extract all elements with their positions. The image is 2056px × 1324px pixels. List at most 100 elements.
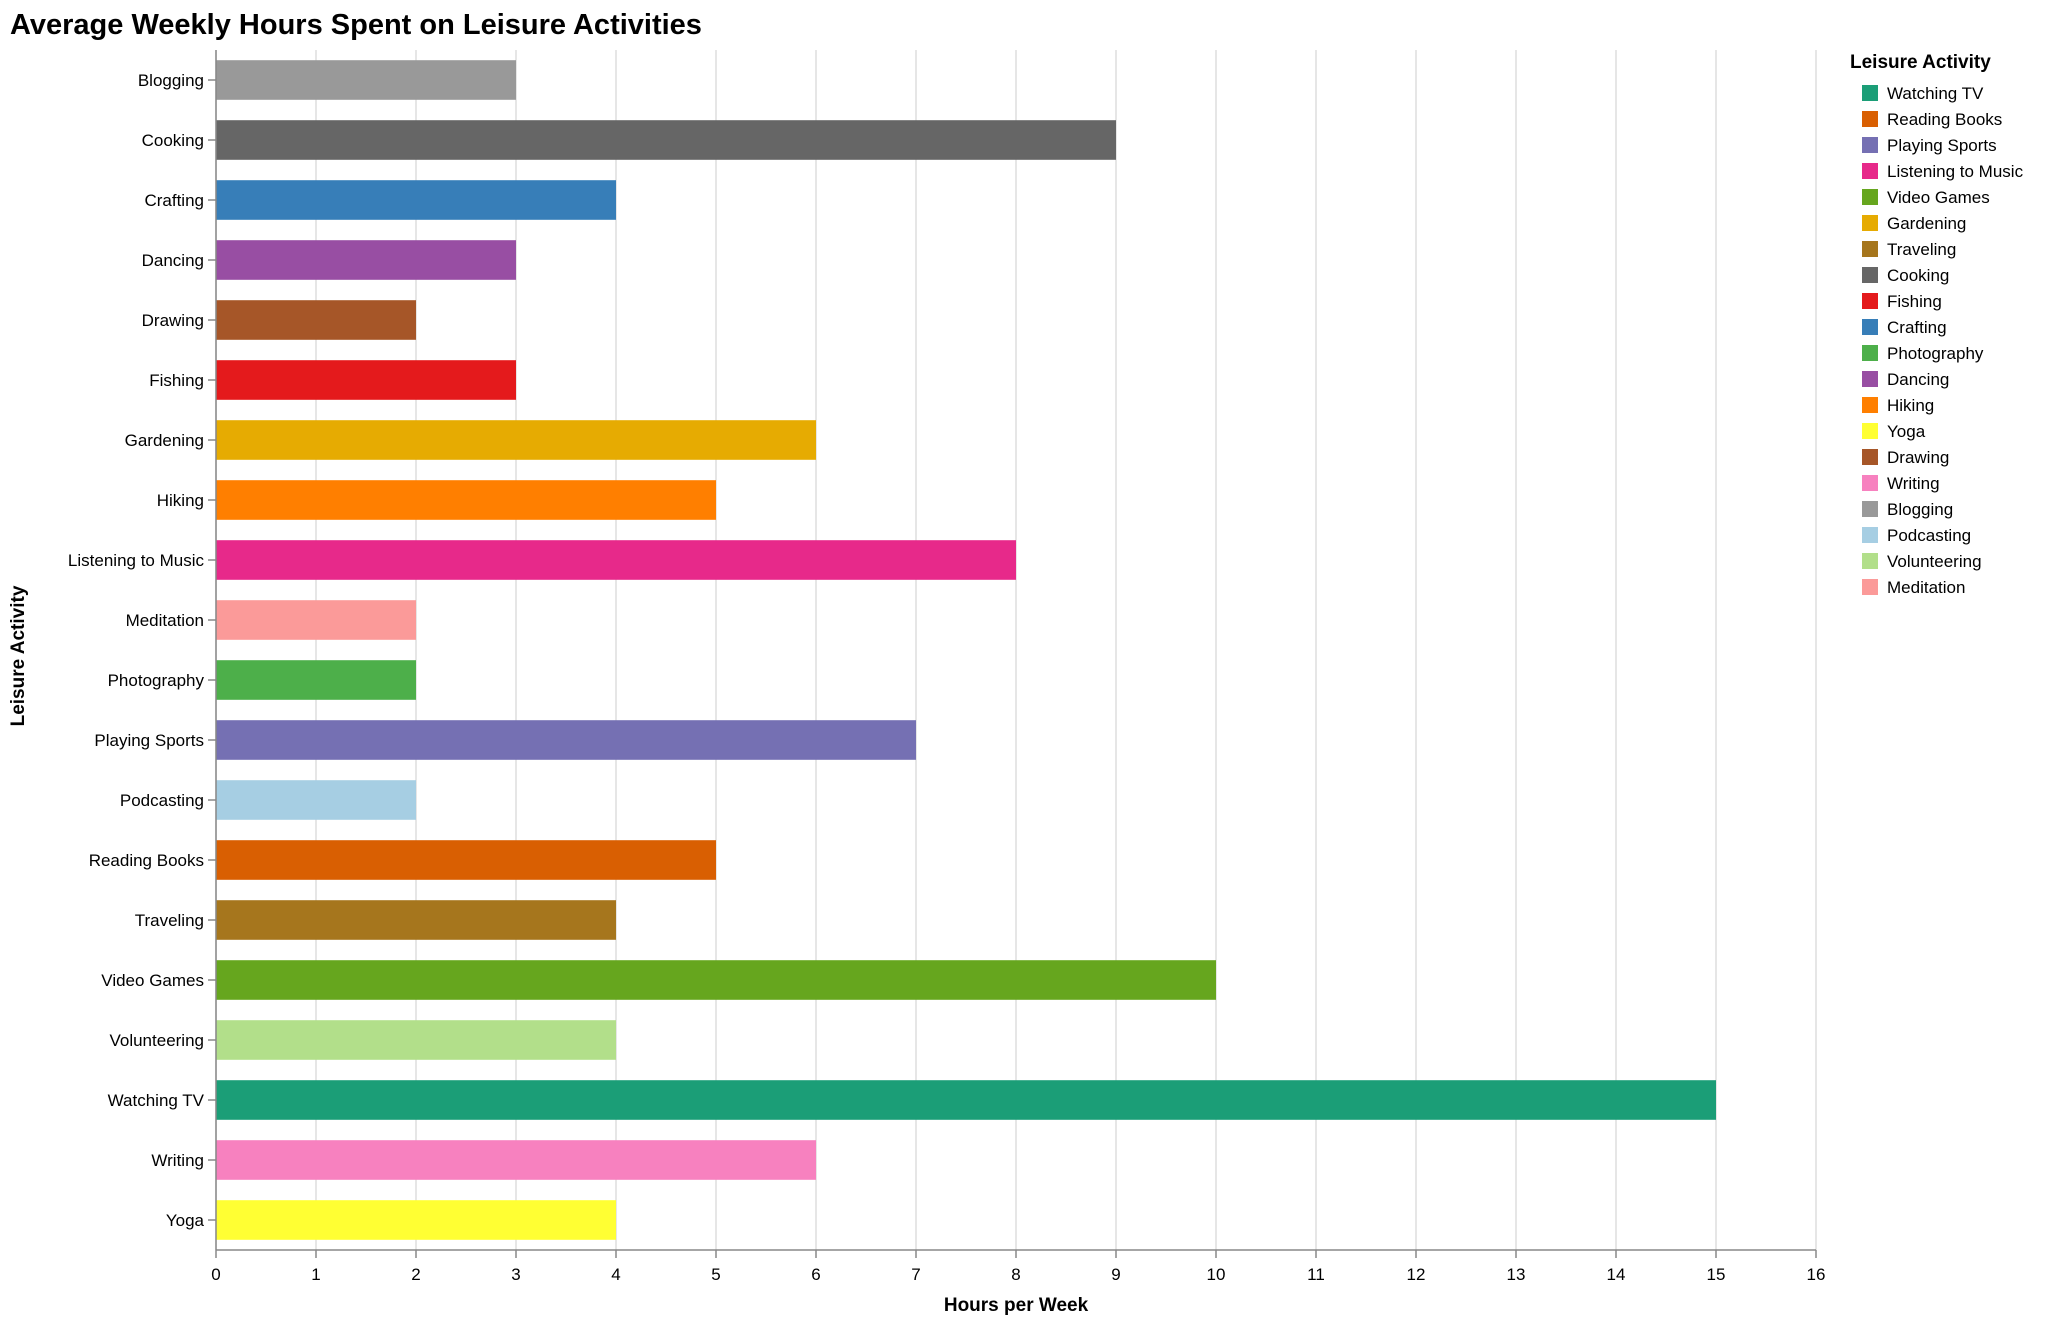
y-tick-label: Listening to Music bbox=[68, 551, 205, 570]
legend-title: Leisure Activity bbox=[1850, 52, 1991, 73]
legend-item: Dancing bbox=[1862, 370, 1949, 389]
legend-label: Blogging bbox=[1887, 500, 1953, 519]
bar bbox=[216, 1080, 1716, 1120]
y-tick-label: Reading Books bbox=[89, 851, 204, 870]
legend-item: Watching TV bbox=[1862, 84, 1984, 103]
legend-label: Hiking bbox=[1887, 396, 1934, 415]
y-tick-label: Fishing bbox=[149, 371, 204, 390]
legend-swatch bbox=[1862, 501, 1878, 517]
legend-label: Photography bbox=[1887, 344, 1984, 363]
legend-item: Meditation bbox=[1862, 578, 1965, 597]
y-tick-label: Dancing bbox=[142, 251, 204, 270]
legend-label: Watching TV bbox=[1887, 84, 1984, 103]
x-tick-label: 1 bbox=[311, 1265, 320, 1284]
y-tick-label: Blogging bbox=[138, 71, 204, 90]
y-tick-label: Traveling bbox=[135, 911, 204, 930]
legend-item: Video Games bbox=[1862, 188, 1990, 207]
x-tick-label: 13 bbox=[1507, 1265, 1526, 1284]
legend-swatch bbox=[1862, 319, 1878, 335]
bar bbox=[216, 960, 1216, 1000]
legend-swatch bbox=[1862, 553, 1878, 569]
legend-swatch bbox=[1862, 449, 1878, 465]
legend-item: Listening to Music bbox=[1862, 162, 2024, 181]
x-tick-label: 4 bbox=[611, 1265, 620, 1284]
legend-label: Podcasting bbox=[1887, 526, 1971, 545]
legend-label: Traveling bbox=[1887, 240, 1956, 259]
legend: Leisure Activity Watching TV Reading Book… bbox=[1850, 52, 2024, 597]
bar bbox=[216, 540, 1016, 580]
legend-label: Dancing bbox=[1887, 370, 1949, 389]
bar bbox=[216, 600, 416, 640]
legend-label: Writing bbox=[1887, 474, 1940, 493]
legend-swatch bbox=[1862, 293, 1878, 309]
bars bbox=[216, 60, 1716, 1240]
legend-swatch bbox=[1862, 345, 1878, 361]
bar bbox=[216, 60, 516, 100]
legend-items: Watching TV Reading Books Playing Sports Li… bbox=[1862, 84, 2024, 597]
x-tick-label: 11 bbox=[1307, 1265, 1325, 1284]
legend-item: Traveling bbox=[1862, 240, 1956, 259]
x-tick-label: 2 bbox=[411, 1265, 420, 1284]
legend-item: Playing Sports bbox=[1862, 136, 1997, 155]
legend-swatch bbox=[1862, 423, 1878, 439]
legend-swatch bbox=[1862, 215, 1878, 231]
legend-swatch bbox=[1862, 189, 1878, 205]
y-tick-label: Writing bbox=[151, 1151, 204, 1170]
bar bbox=[216, 840, 716, 880]
legend-label: Meditation bbox=[1887, 578, 1965, 597]
y-tick-label: Volunteering bbox=[109, 1031, 204, 1050]
x-tick-label: 5 bbox=[711, 1265, 720, 1284]
bar bbox=[216, 660, 416, 700]
y-tick-label: Hiking bbox=[157, 491, 204, 510]
legend-item: Podcasting bbox=[1862, 526, 1971, 545]
legend-swatch bbox=[1862, 111, 1878, 127]
legend-item: Hiking bbox=[1862, 396, 1934, 415]
legend-label: Playing Sports bbox=[1887, 136, 1997, 155]
legend-swatch bbox=[1862, 527, 1878, 543]
legend-item: Blogging bbox=[1862, 500, 1953, 519]
x-tick-label: 16 bbox=[1807, 1265, 1826, 1284]
legend-swatch bbox=[1862, 163, 1878, 179]
legend-label: Fishing bbox=[1887, 292, 1942, 311]
legend-item: Gardening bbox=[1862, 214, 1966, 233]
x-tick-label: 8 bbox=[1011, 1265, 1020, 1284]
bar bbox=[216, 1020, 616, 1060]
x-tick-label: 14 bbox=[1607, 1265, 1626, 1284]
legend-label: Drawing bbox=[1887, 448, 1949, 467]
y-tick-label: Gardening bbox=[125, 431, 204, 450]
x-tick-label: 3 bbox=[511, 1265, 520, 1284]
x-tick-label: 0 bbox=[211, 1265, 220, 1284]
x-tick-label: 6 bbox=[811, 1265, 820, 1284]
legend-label: Yoga bbox=[1887, 422, 1926, 441]
y-tick-label: Podcasting bbox=[120, 791, 204, 810]
y-tick-label: Cooking bbox=[142, 131, 204, 150]
x-axis: 0 1 2 3 4 5 6 7 8 9 10 11 12 13 14 15 16 bbox=[211, 1249, 1826, 1284]
legend-item: Yoga bbox=[1862, 422, 1926, 441]
x-tick-label: 9 bbox=[1111, 1265, 1120, 1284]
legend-item: Reading Books bbox=[1862, 110, 2002, 129]
legend-item: Cooking bbox=[1862, 266, 1949, 285]
bar bbox=[216, 300, 416, 340]
y-axis: Blogging Cooking Crafting Dancing Drawing Fis… bbox=[68, 50, 217, 1250]
legend-swatch bbox=[1862, 85, 1878, 101]
bar bbox=[216, 720, 916, 760]
legend-swatch bbox=[1862, 241, 1878, 257]
chart-title: Average Weekly Hours Spent on Leisure Ac… bbox=[10, 9, 702, 41]
legend-label: Gardening bbox=[1887, 214, 1966, 233]
y-tick-label: Video Games bbox=[101, 971, 204, 990]
bar bbox=[216, 1200, 616, 1240]
gridlines bbox=[215, 50, 1817, 1250]
y-tick-label: Drawing bbox=[142, 311, 204, 330]
x-tick-label: 7 bbox=[911, 1265, 920, 1284]
bar bbox=[216, 180, 616, 220]
legend-item: Fishing bbox=[1862, 292, 1942, 311]
legend-swatch bbox=[1862, 397, 1878, 413]
legend-swatch bbox=[1862, 137, 1878, 153]
y-tick-label: Photography bbox=[108, 671, 205, 690]
y-tick-label: Meditation bbox=[126, 611, 204, 630]
legend-label: Video Games bbox=[1887, 188, 1990, 207]
y-tick-label: Yoga bbox=[166, 1211, 205, 1230]
legend-item: Volunteering bbox=[1862, 552, 1982, 571]
bar bbox=[216, 120, 1116, 160]
